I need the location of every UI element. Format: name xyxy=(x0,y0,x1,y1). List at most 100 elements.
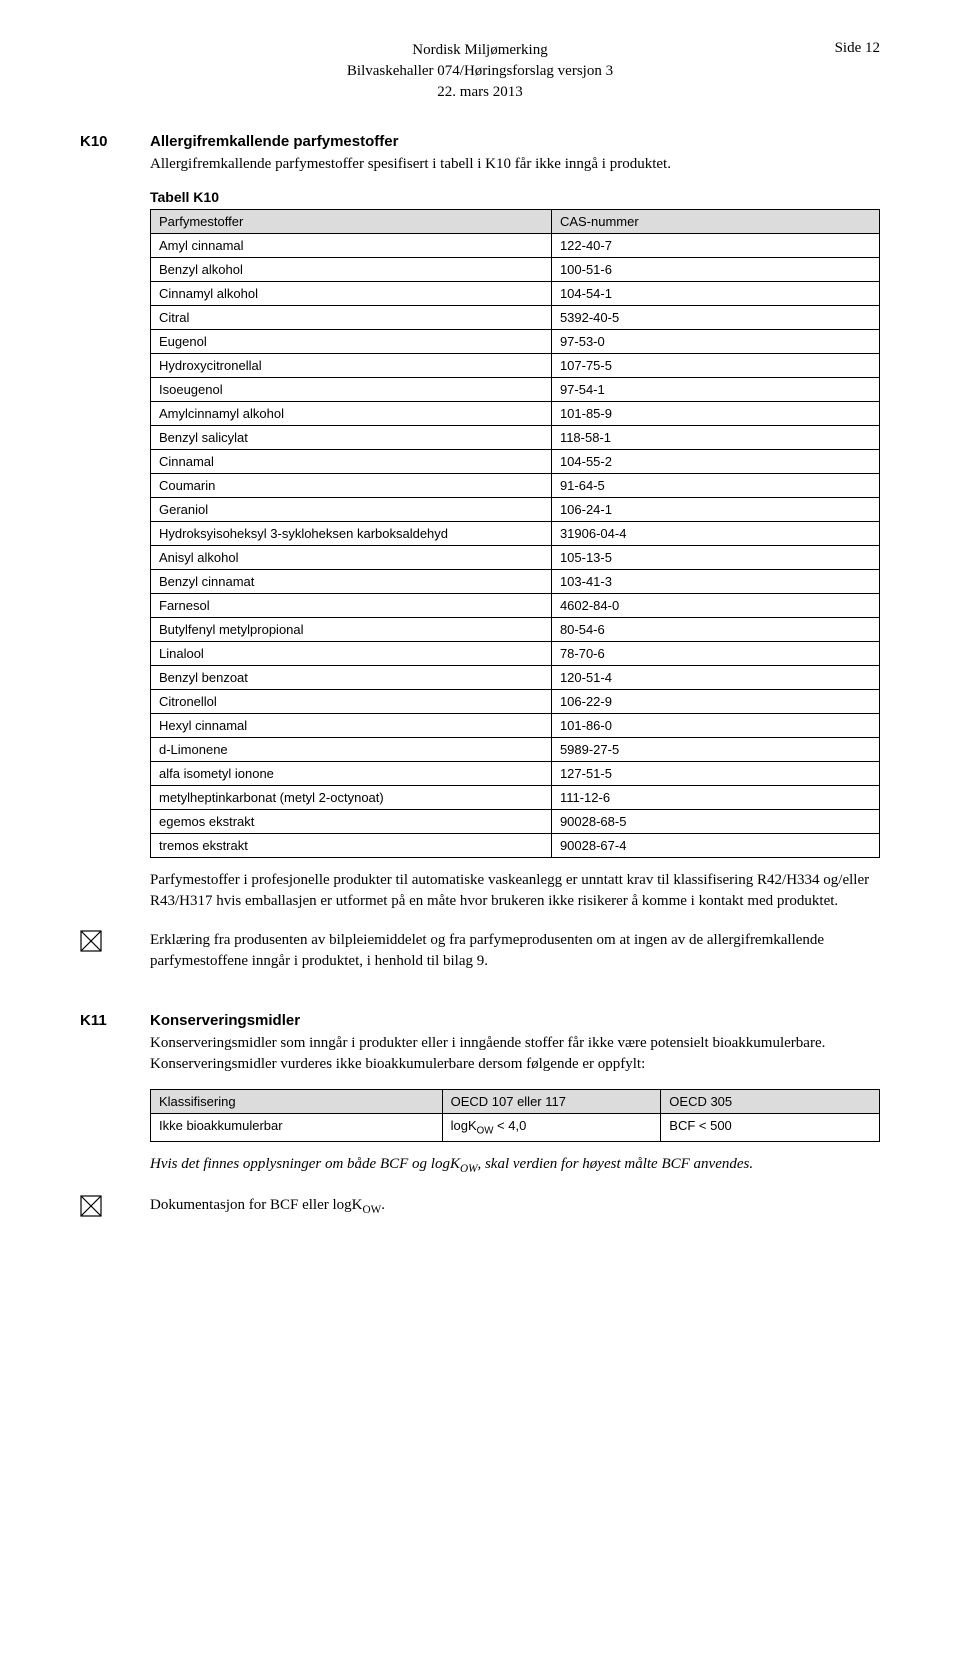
cas-number: 107-75-5 xyxy=(551,354,879,378)
substance-name: Citral xyxy=(151,306,552,330)
cas-number: 90028-68-5 xyxy=(551,810,879,834)
table-row: Amyl cinnamal122-40-7 xyxy=(151,234,880,258)
table-row: Benzyl salicylat118-58-1 xyxy=(151,426,880,450)
k11-th-2: OECD 305 xyxy=(661,1090,880,1114)
cas-number: 80-54-6 xyxy=(551,618,879,642)
header-line-3: 22. mars 2013 xyxy=(80,82,880,103)
substance-name: Eugenol xyxy=(151,330,552,354)
substance-name: metylheptinkarbonat (metyl 2-octynoat) xyxy=(151,786,552,810)
k10-paragraph-after: Parfymestoffer i profesjonelle produkter… xyxy=(150,870,880,912)
table-row: Hexyl cinnamal101-86-0 xyxy=(151,714,880,738)
k10-check-text: Erklæring fra produsenten av bilpleiemid… xyxy=(150,930,880,972)
table-row: Linalool78-70-6 xyxy=(151,642,880,666)
table-row: Hydroksyisoheksyl 3-sykloheksen karboksa… xyxy=(151,522,880,546)
page-number: Side 12 xyxy=(835,40,880,57)
table-row: Benzyl cinnamat103-41-3 xyxy=(151,570,880,594)
substance-name: tremos ekstrakt xyxy=(151,834,552,858)
substance-name: Cinnamyl alkohol xyxy=(151,282,552,306)
k10-table-title: Tabell K10 xyxy=(150,189,880,205)
substance-name: Benzyl cinnamat xyxy=(151,570,552,594)
k11-check-prefix: Dokumentasjon for BCF eller logK xyxy=(150,1197,362,1213)
table-row: Geraniol106-24-1 xyxy=(151,498,880,522)
cas-number: 31906-04-4 xyxy=(551,522,879,546)
k11-title: Konserveringsmidler xyxy=(150,1012,880,1029)
cas-number: 97-53-0 xyxy=(551,330,879,354)
k10-th-0: Parfymestoffer xyxy=(151,210,552,234)
k10-checkbox-row: Erklæring fra produsenten av bilpleiemid… xyxy=(80,930,880,972)
cas-number: 4602-84-0 xyxy=(551,594,879,618)
substance-name: egemos ekstrakt xyxy=(151,810,552,834)
substance-name: Hexyl cinnamal xyxy=(151,714,552,738)
table-row: Cinnamyl alkohol104-54-1 xyxy=(151,282,880,306)
table-row: Ikke bioakkumulerbar logKOW < 4,0 BCF < … xyxy=(151,1114,880,1142)
table-row: Citronellol106-22-9 xyxy=(151,690,880,714)
k10-title: Allergifremkallende parfymestoffer xyxy=(150,133,880,150)
table-row: metylheptinkarbonat (metyl 2-octynoat)11… xyxy=(151,786,880,810)
k11-check-suffix: . xyxy=(381,1197,385,1213)
cas-number: 106-24-1 xyxy=(551,498,879,522)
cas-number: 127-51-5 xyxy=(551,762,879,786)
checkbox-icon xyxy=(80,930,150,972)
table-row: Anisyl alkohol105-13-5 xyxy=(151,546,880,570)
cas-number: 101-85-9 xyxy=(551,402,879,426)
cas-number: 106-22-9 xyxy=(551,690,879,714)
substance-name: d-Limonene xyxy=(151,738,552,762)
cas-number: 105-13-5 xyxy=(551,546,879,570)
table-row: Farnesol4602-84-0 xyxy=(151,594,880,618)
k11-checkbox-row: Dokumentasjon for BCF eller logKOW. xyxy=(80,1195,880,1221)
k11-note-mid: , skal verdien for høyest målte BCF anve… xyxy=(477,1156,753,1172)
table-row: Amylcinnamyl alkohol101-85-9 xyxy=(151,402,880,426)
cas-number: 104-55-2 xyxy=(551,450,879,474)
substance-name: Isoeugenol xyxy=(151,378,552,402)
table-row: Isoeugenol97-54-1 xyxy=(151,378,880,402)
substance-name: Benzyl salicylat xyxy=(151,426,552,450)
cas-number: 103-41-3 xyxy=(551,570,879,594)
k11-cell: BCF < 500 xyxy=(661,1114,880,1142)
table-row: Butylfenyl metylpropional80-54-6 xyxy=(151,618,880,642)
table-row: Cinnamal104-55-2 xyxy=(151,450,880,474)
table-row: egemos ekstrakt90028-68-5 xyxy=(151,810,880,834)
substance-name: Cinnamal xyxy=(151,450,552,474)
substance-name: Linalool xyxy=(151,642,552,666)
cas-number: 97-54-1 xyxy=(551,378,879,402)
substance-name: alfa isometyl ionone xyxy=(151,762,552,786)
cas-number: 120-51-4 xyxy=(551,666,879,690)
cas-number: 111-12-6 xyxy=(551,786,879,810)
k11-label: K11 xyxy=(80,1012,150,1187)
cas-number: 90028-67-4 xyxy=(551,834,879,858)
k10-th-1: CAS-nummer xyxy=(551,210,879,234)
table-row: Hydroxycitronellal107-75-5 xyxy=(151,354,880,378)
page-header: Side 12 Nordisk Miljømerking Bilvaskehal… xyxy=(80,40,880,103)
k11-intro: Konserveringsmidler som inngår i produkt… xyxy=(150,1033,880,1075)
k11-cell: Ikke bioakkumulerbar xyxy=(151,1114,443,1142)
k11-check-sub: OW xyxy=(362,1204,381,1216)
table-row: tremos ekstrakt90028-67-4 xyxy=(151,834,880,858)
cas-number: 104-54-1 xyxy=(551,282,879,306)
substance-name: Hydroxycitronellal xyxy=(151,354,552,378)
k10-label: K10 xyxy=(80,133,150,922)
substance-name: Amylcinnamyl alkohol xyxy=(151,402,552,426)
table-row: Eugenol97-53-0 xyxy=(151,330,880,354)
substance-name: Anisyl alkohol xyxy=(151,546,552,570)
substance-name: Hydroksyisoheksyl 3-sykloheksen karboksa… xyxy=(151,522,552,546)
table-row: Citral5392-40-5 xyxy=(151,306,880,330)
k11-section: K11 Konserveringsmidler Konserveringsmid… xyxy=(80,1012,880,1187)
cas-number: 91-64-5 xyxy=(551,474,879,498)
substance-name: Amyl cinnamal xyxy=(151,234,552,258)
substance-name: Farnesol xyxy=(151,594,552,618)
cas-number: 5989-27-5 xyxy=(551,738,879,762)
checkbox-icon xyxy=(80,1195,150,1221)
cas-number: 78-70-6 xyxy=(551,642,879,666)
k11-note-prefix: Hvis det finnes opplysninger om både BCF… xyxy=(150,1156,460,1172)
k11-cell: logKOW < 4,0 xyxy=(442,1114,661,1142)
cas-number: 101-86-0 xyxy=(551,714,879,738)
cas-number: 100-51-6 xyxy=(551,258,879,282)
substance-name: Citronellol xyxy=(151,690,552,714)
cas-number: 122-40-7 xyxy=(551,234,879,258)
k11-note: Hvis det finnes opplysninger om både BCF… xyxy=(150,1154,880,1178)
k10-intro: Allergifremkallende parfymestoffer spesi… xyxy=(150,154,880,175)
substance-name: Benzyl alkohol xyxy=(151,258,552,282)
table-row: d-Limonene5989-27-5 xyxy=(151,738,880,762)
cas-number: 5392-40-5 xyxy=(551,306,879,330)
k11-note-sub: OW xyxy=(460,1163,478,1175)
